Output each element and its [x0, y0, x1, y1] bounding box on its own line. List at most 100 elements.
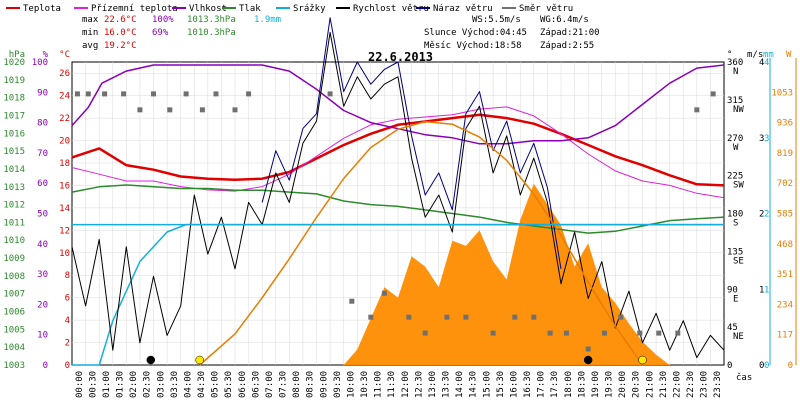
degc-axis-tick: 18 [59, 159, 70, 169]
series-line-6 [261, 17, 562, 269]
time-axis-tick: 23:00 [700, 371, 710, 398]
wind-direction-mark [167, 107, 173, 113]
time-axis-tick: 05:00 [211, 371, 221, 398]
wind-direction-mark [656, 330, 662, 336]
time-axis-tick: 20:00 [618, 371, 628, 398]
wind-direction-mark [531, 314, 537, 320]
wind-direction-mark [137, 107, 143, 113]
ms-axis-tick: 4 [759, 58, 764, 68]
hpa-axis-tick: 1018 [3, 94, 25, 104]
degc-axis-tick: 0 [65, 361, 70, 371]
time-axis-tick: 04:30 [197, 371, 207, 398]
degc-axis-tick: 24 [59, 92, 70, 102]
info-wg: WG:6.4m/s [540, 15, 589, 25]
wind-direction-mark [368, 314, 374, 320]
hpa-axis-tick: 1010 [3, 236, 25, 246]
mm-axis-tick: 4 [764, 58, 769, 68]
w-axis-tick: 819 [777, 149, 793, 159]
time-axis-tick: 03:00 [156, 371, 166, 398]
dir-axis-tick-name: SE [733, 256, 744, 266]
mm-axis-tick: 2 [764, 210, 769, 220]
sun-moon-marker [195, 355, 204, 365]
stat-max-press: 1013.3hPa [187, 15, 236, 25]
info-moon-set: Západ:2:55 [540, 41, 594, 51]
time-axis-tick: 06:00 [238, 371, 248, 398]
time-axis-tick: 12:00 [401, 371, 411, 398]
time-axis-tick: 21:00 [645, 371, 655, 398]
time-axis-tick: 16:30 [523, 371, 533, 398]
series-line-1 [71, 106, 725, 199]
dir-axis-tick-name: S [733, 219, 738, 229]
degc-axis-tick: 2 [65, 339, 70, 349]
stat-max-rain: 1.9mm [254, 15, 281, 25]
time-axis-tick: 02:30 [143, 371, 153, 398]
hpa-axis-tick: 1004 [3, 343, 25, 353]
pct-axis-tick: 60 [37, 179, 48, 189]
hpa-axis-tick: 1020 [3, 58, 25, 68]
time-axis-tick: 20:30 [632, 371, 642, 398]
mm-axis-tick: 3 [764, 134, 769, 144]
time-axis-tick: 09:30 [333, 371, 343, 398]
time-axis-tick: 15:00 [482, 371, 492, 398]
pct-axis-tick: 90 [37, 88, 48, 98]
mm-axis-tick: 0 [764, 361, 769, 371]
hpa-axis-tick: 1008 [3, 272, 25, 282]
pct-axis-tick: 0 [43, 361, 48, 371]
dir-axis-tick: 45 [727, 323, 738, 333]
legend-item-label: Směr větru [519, 4, 573, 14]
radiation-area-shape [343, 183, 670, 365]
chart-title: 22.6.2013 [368, 50, 433, 64]
pct-axis-tick: 100 [32, 58, 48, 68]
time-axis-tick: 06:30 [251, 371, 261, 398]
dir-axis-label: ° [727, 50, 732, 60]
ms-axis-tick: 1 [759, 285, 764, 295]
time-axis-tick: 13:00 [428, 371, 438, 398]
time-axis-tick: 11:30 [387, 371, 397, 398]
time-axis-tick: 23:30 [713, 371, 723, 398]
wind-direction-mark [121, 91, 127, 97]
wind-direction-mark [74, 91, 80, 97]
time-axis-tick: 14:30 [469, 371, 479, 398]
degc-axis-tick: 12 [59, 226, 70, 236]
wind-direction-mark [694, 107, 700, 113]
time-axis-tick: 18:30 [577, 371, 587, 398]
w-axis-tick: 351 [777, 270, 793, 280]
time-axis-tick: 13:30 [442, 371, 452, 398]
degc-axis-tick: 10 [59, 249, 70, 259]
hpa-axis-tick: 1003 [3, 361, 25, 371]
hpa-axis-tick: 1006 [3, 308, 25, 318]
wind-direction-mark [151, 91, 156, 97]
legend-item-label: Teplota [23, 4, 61, 14]
legend-item-label: Přízemní teplota [91, 4, 178, 14]
pct-axis-tick: 80 [37, 119, 48, 129]
time-axis-tick: 10:30 [360, 371, 370, 398]
w-axis-tick: 468 [777, 240, 793, 250]
hpa-axis-tick: 1009 [3, 254, 25, 264]
wind-direction-mark [601, 330, 607, 336]
w-axis-tick: 702 [777, 179, 793, 189]
time-axis-tick: 18:00 [564, 371, 574, 398]
pct-axis-label: % [43, 50, 49, 60]
stat-avg-label: avg [82, 41, 98, 51]
w-axis-tick: 585 [777, 210, 793, 220]
dir-axis-tick: 360 [727, 58, 743, 68]
legend-item-label: Rychlost větru [353, 4, 429, 14]
wind-direction-mark [183, 91, 189, 97]
time-axis-tick: 00:00 [75, 371, 85, 398]
wind-direction-mark [547, 330, 553, 336]
series-lines [71, 17, 725, 366]
hpa-axis-tick: 1019 [3, 76, 25, 86]
time-axis-label: čas [736, 372, 752, 383]
time-axis-tick: 05:30 [224, 371, 234, 398]
time-axis-tick: 14:00 [455, 371, 465, 398]
sun-moon-marker [146, 355, 156, 365]
time-axis-tick: 17:30 [550, 371, 560, 398]
hpa-axis-tick: 1013 [3, 183, 25, 193]
wind-direction-mark [199, 107, 205, 113]
stat-min-label: min [82, 28, 98, 38]
ms-axis-label: m/s [747, 50, 763, 60]
dir-axis-tick: 270 [727, 134, 743, 144]
hpa-axis-label: hPa [9, 50, 25, 60]
time-axis-tick: 01:00 [102, 371, 112, 398]
